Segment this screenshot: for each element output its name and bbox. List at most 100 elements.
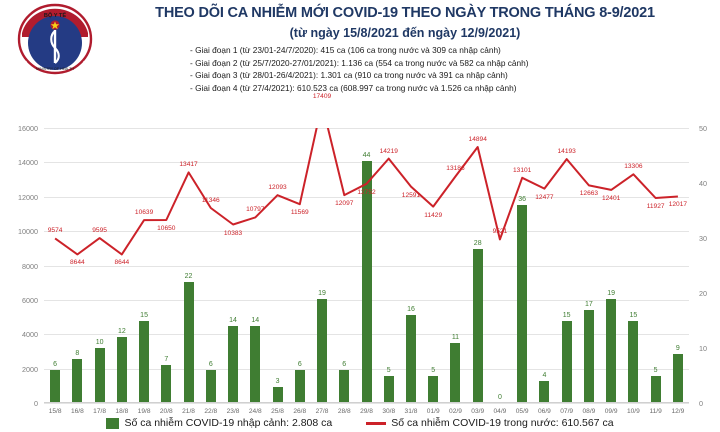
bar-series: 6 8 10 12 15 7 22 6 14 14 3 6 19 6 44 5 16 5 11 28 0 36 4 15 17 1… [44,128,689,403]
line-value-label: 11927 [646,203,665,210]
x-tick-27-8: 27/8 [315,408,329,415]
line-value-label: 13101 [513,166,532,174]
phase-line-3: - Giai đoạn 3 (từ 28/01-26/4/2021): 1.30… [190,70,508,81]
line-value-label: 17409 [312,92,332,100]
bar-01-9[interactable] [428,375,439,403]
bar-25-8[interactable] [272,386,283,403]
x-tick-07-9: 07/9 [560,408,574,415]
x-axis-labels: 15/8 16/8 17/8 18/8 19/8 20/8 21/8 22/8 23/8 24/8… [44,408,689,422]
line-value-label: 11429 [424,211,443,219]
bar-20-8[interactable] [161,364,172,403]
bar-08-9[interactable] [583,309,594,403]
plot-area: 0 2000 4000 6000 8000 10000 12000 14000 16000 0 1… [18,93,707,408]
bar-15-8[interactable] [50,370,61,403]
line-value-label: 12591 [401,191,421,199]
bar-28-8[interactable] [339,370,350,403]
x-tick-18-8: 18/8 [115,408,129,415]
phase-line-4: - Giai đoạn 4 (từ 27/4/2021): 610.523 ca… [190,82,517,93]
y-tick-right: 0 [699,399,703,408]
title-block: THEO DÕI CA NHIỄM MỚI COVID-19 THEO NGÀY… [100,4,710,42]
legend-item-domestic: Số ca nhiễm COVID-19 trong nước: 610.567… [366,417,614,429]
bar-17-8[interactable] [94,348,105,403]
line-value-label: 13186 [446,165,465,173]
x-tick-12-9: 12/9 [671,408,685,415]
line-value-label: 12401 [601,194,621,202]
legend-label-domestic: Số ca nhiễm COVID-19 trong nước: 610.567… [391,417,614,429]
bar-value-label: 14 [229,317,237,324]
y-tick-left: 8000 [22,261,38,271]
y-tick-right: 20 [699,289,707,298]
x-tick-10-9: 10/9 [626,408,640,415]
x-tick-21-8: 21/8 [182,408,195,415]
line-value-label: 13306 [624,163,643,171]
line-value-label: 9521 [492,228,508,236]
bar-03-9[interactable] [472,249,483,403]
x-tick-22-8: 22/8 [204,408,218,415]
legend-label-imported: Số ca nhiễm COVID-19 nhập cảnh: 2.808 ca [124,417,333,429]
chart-header: BỘ Y TẾ MINISTRY OF HEALTH THEO DÕI CA N… [0,0,720,112]
bar-05-9[interactable] [517,205,528,403]
line-value-label: 10639 [134,209,154,217]
bar-29-8[interactable] [361,161,372,403]
x-tick-11-9: 11/9 [649,408,662,415]
bar-31-8[interactable] [405,315,416,403]
x-tick-15-8: 15/8 [48,408,62,415]
bar-value-label: 15 [629,311,638,319]
bar-09-9[interactable] [606,298,617,403]
x-tick-06-9: 06/9 [538,408,551,415]
line-value-label: 10383 [223,229,243,237]
line-value-label: 12017 [668,201,688,209]
bar-30-8[interactable] [383,375,394,403]
bar-19-8[interactable] [139,320,150,403]
bar-26-8[interactable] [294,370,305,403]
bar-value-label: 6 [53,361,58,368]
x-tick-05-9: 05/9 [515,408,529,415]
bar-07-9[interactable] [561,320,572,403]
x-tick-02-9: 02/9 [449,408,462,415]
bar-value-label: 10 [95,339,104,346]
bar-value-label: 3 [275,377,280,385]
x-tick-08-9: 08/9 [582,408,596,415]
line-value-label: 12477 [535,193,554,201]
bar-06-9[interactable] [539,381,550,403]
x-tick-26-8: 26/8 [293,408,307,415]
page-subtitle: (từ ngày 15/8/2021 đến ngày 12/9/2021) [289,26,521,40]
y-tick-right: 40 [699,179,707,188]
bar-02-9[interactable] [450,342,461,403]
bar-12-9[interactable] [672,353,683,403]
bar-value-label: 8 [75,350,80,357]
bar-21-8[interactable] [183,282,194,403]
svg-text:BỘ Y TẾ: BỘ Y TẾ [44,11,66,19]
bar-16-8[interactable] [72,359,83,403]
bar-value-label: 19 [607,289,616,297]
y-tick-left: 14000 [18,158,38,168]
line-value-label: 8644 [114,259,130,267]
line-value-label: 14193 [557,148,576,156]
gridline [44,403,689,404]
phase-line-1: - Giai đoạn 1 (từ 23/01-24/7/2020): 415 … [190,45,501,55]
y-tick-left: 6000 [22,295,38,305]
bar-value-label: 15 [140,311,148,319]
x-tick-24-8: 24/8 [248,408,262,415]
bar-24-8[interactable] [250,326,261,403]
bar-swatch-icon [106,417,120,429]
x-tick-17-8: 17/8 [93,408,107,415]
bar-11-9[interactable] [650,375,661,403]
bar-value-label: 6 [208,361,213,368]
bar-10-9[interactable] [628,320,639,403]
bar-value-label: 16 [407,306,415,313]
bar-value-label: 12 [117,328,126,335]
phase-line-2: - Giai đoạn 2 (từ 25/7/2020-27/01/2021):… [190,57,529,68]
bar-18-8[interactable] [116,337,127,403]
line-value-label: 11569 [290,209,309,217]
x-tick-23-8: 23/8 [226,408,240,415]
line-value-label: 9574 [47,227,63,235]
bar-22-8[interactable] [205,370,216,403]
y-tick-left: 12000 [18,192,38,202]
bar-27-8[interactable] [317,298,328,403]
page-title: THEO DÕI CA NHIỄM MỚI COVID-19 THEO NGÀY… [155,5,655,21]
bar-23-8[interactable] [228,326,239,403]
bar-value-label: 17 [585,300,593,308]
y-tick-right: 30 [699,234,707,243]
x-tick-28-8: 28/8 [337,408,351,415]
